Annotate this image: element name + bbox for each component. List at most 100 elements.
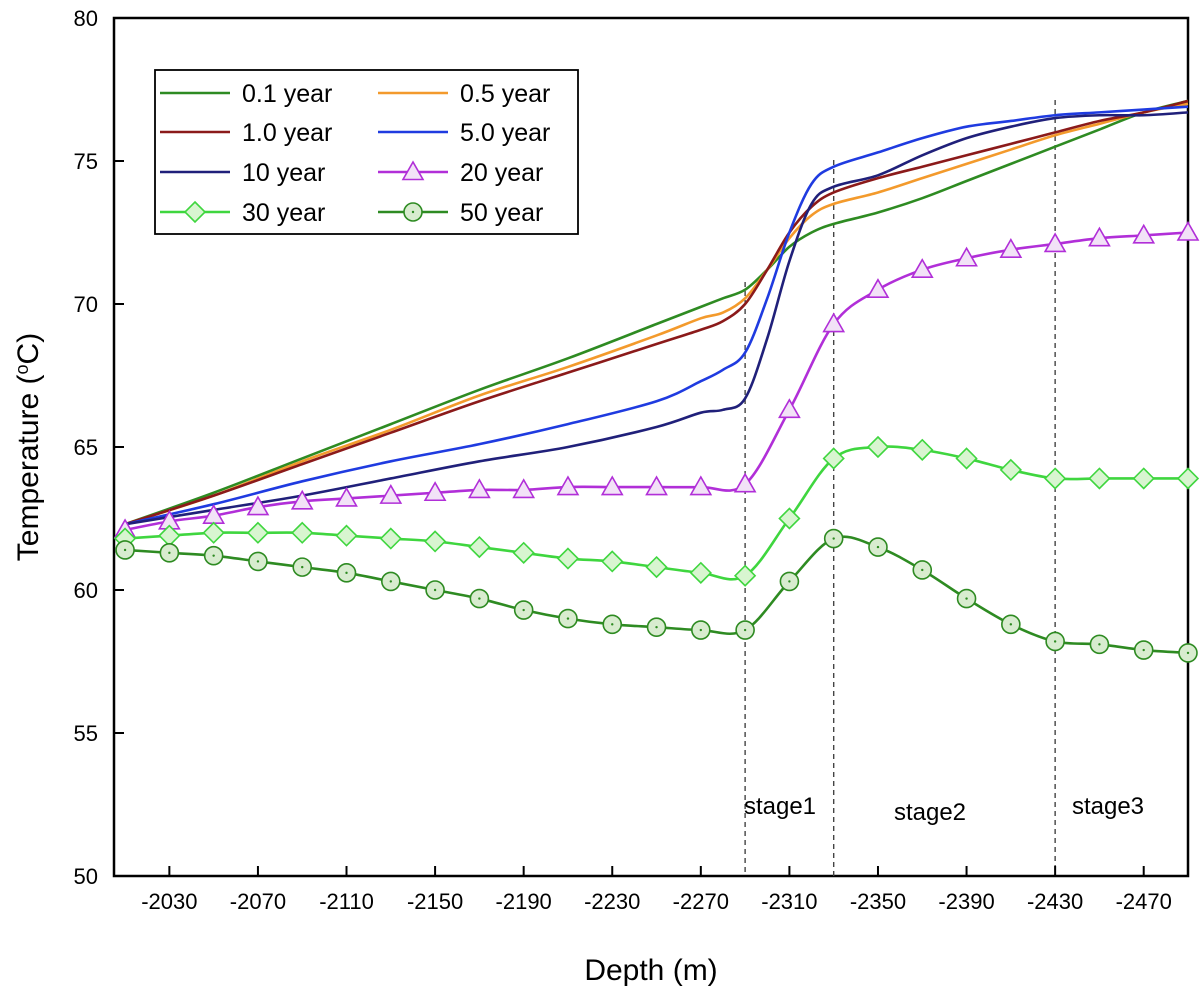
- diamond-marker: [512, 541, 535, 564]
- circle-marker-dot: [212, 554, 215, 557]
- circle-marker-dot: [522, 608, 525, 612]
- triangle-marker: [1043, 232, 1067, 253]
- series-50-year: [115, 528, 1198, 663]
- diamond-marker: [822, 447, 845, 470]
- y-tick-label: 55: [74, 721, 98, 746]
- circle-marker-dot: [921, 568, 924, 572]
- circle-marker-dot: [1009, 623, 1013, 626]
- diamond-marker: [645, 555, 668, 579]
- series-10-year: [124, 111, 1189, 526]
- series-layer: [113, 99, 1200, 663]
- triangle-marker: [910, 258, 934, 278]
- circle-marker-dot: [1186, 651, 1190, 655]
- diamond-marker: [468, 535, 491, 559]
- triangle-marker: [335, 486, 358, 507]
- triangle-marker: [866, 278, 890, 299]
- x-tick-label: -2350: [850, 889, 906, 914]
- y-tick-label: 80: [74, 6, 98, 31]
- circle-marker-dot: [788, 580, 791, 583]
- y-tick-label: 50: [74, 864, 98, 889]
- triangle-marker: [778, 398, 801, 419]
- triangle-marker: [999, 238, 1023, 258]
- x-tick-label: -2390: [938, 889, 994, 914]
- x-tick-label: -2030: [141, 889, 197, 914]
- legend-item: 50 year: [378, 199, 543, 227]
- circle-marker-dot: [566, 617, 570, 620]
- y-axis-title-degree: o: [12, 364, 32, 374]
- stage-label: stage3: [1072, 793, 1144, 820]
- y-tick-label: 60: [74, 578, 98, 603]
- diamond-marker: [689, 561, 712, 584]
- triangle-marker: [645, 475, 668, 496]
- x-tick-label: -2150: [407, 889, 463, 914]
- triangle-marker: [1132, 223, 1156, 244]
- stage-lines: stage1 stage2 stage3: [744, 100, 1144, 876]
- series-5_0-year: [124, 105, 1189, 526]
- legend: 0.1 year 0.5 year 1.0 year 5.0 year 10 year 2…: [154, 69, 579, 235]
- diamond-marker: [1088, 467, 1111, 490]
- legend-label: 1.0 year: [242, 119, 332, 147]
- circle-marker-dot: [123, 548, 127, 552]
- circle-marker-dot: [1098, 643, 1101, 646]
- legend-label: 50 year: [460, 199, 543, 227]
- y-tick-label: 70: [74, 292, 98, 317]
- x-tick-label: -2470: [1116, 889, 1172, 914]
- diamond-marker: [291, 521, 314, 544]
- circle-marker-dot: [699, 628, 703, 632]
- legend-label: 0.1 year: [242, 80, 332, 108]
- series-line: [124, 111, 1189, 526]
- legend-item: 10 year: [160, 159, 325, 187]
- diamond-marker: [423, 530, 447, 553]
- y-tick-label: 65: [74, 435, 98, 460]
- diamond-marker: [955, 447, 978, 470]
- circle-marker-dot: [655, 625, 658, 629]
- stage-label: stage2: [894, 799, 966, 826]
- triangle-marker: [290, 489, 314, 510]
- triangle-marker: [689, 475, 713, 496]
- diamond-marker: [556, 547, 580, 570]
- triangle-marker: [1176, 220, 1200, 241]
- triangle-marker: [822, 312, 846, 333]
- circle-marker-dot: [876, 545, 880, 549]
- legend-label: 5.0 year: [460, 119, 550, 147]
- series-1_0-year: [124, 99, 1189, 526]
- triangle-marker: [401, 160, 425, 181]
- circle-marker-dot: [743, 628, 747, 632]
- circle-marker-dot: [168, 551, 171, 555]
- circle-marker-dot: [478, 597, 481, 600]
- diamond-marker: [999, 458, 1022, 482]
- legend-box: [154, 69, 579, 235]
- triangle-marker: [600, 475, 624, 496]
- diamond-marker: [778, 507, 801, 530]
- diamond-marker: [335, 524, 358, 547]
- series-20-year: [113, 220, 1200, 539]
- diamond-marker: [1176, 467, 1200, 490]
- x-axis-title: Depth (m): [584, 954, 717, 987]
- circle-marker-dot: [256, 560, 260, 563]
- legend-item: 1.0 year: [160, 119, 332, 147]
- triangle-marker: [955, 246, 978, 267]
- circle-marker-dot: [611, 623, 614, 626]
- x-tick-label: -2070: [230, 889, 286, 914]
- circle-marker-dot: [832, 537, 835, 540]
- series-line: [124, 105, 1189, 526]
- series-line: [124, 99, 1189, 526]
- x-tick-label: -2430: [1027, 889, 1083, 914]
- diamond-marker: [246, 521, 270, 544]
- x-tick-label: -2310: [761, 889, 817, 914]
- diamond-marker: [601, 550, 624, 573]
- y-axis-title-part1: Temperature (: [12, 374, 45, 561]
- y-axis-title-part2: C): [12, 333, 45, 365]
- triangle-marker: [423, 481, 447, 502]
- triangle-marker: [246, 495, 270, 516]
- triangle-marker: [733, 472, 757, 493]
- circle-marker-dot: [965, 597, 968, 600]
- legend-label: 10 year: [242, 159, 325, 187]
- diamond-marker: [866, 435, 890, 459]
- legend-item: 5.0 year: [378, 119, 550, 147]
- legend-label: 20 year: [460, 159, 543, 187]
- stage-label: stage1: [744, 793, 816, 820]
- legend-label: 0.5 year: [460, 80, 550, 108]
- triangle-marker: [468, 478, 491, 499]
- diamond-marker: [379, 527, 402, 550]
